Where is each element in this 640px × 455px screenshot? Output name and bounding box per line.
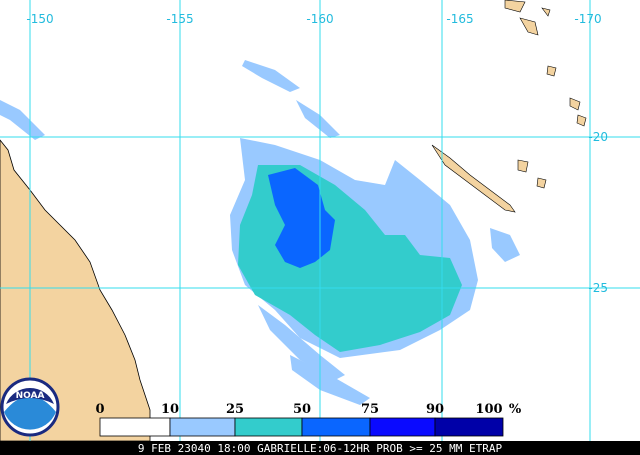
legend-unit: % (509, 402, 522, 417)
noaa-logo: NOAA (0, 377, 60, 437)
legend-label: 90 (426, 402, 444, 417)
legend-label: 100 (475, 402, 502, 417)
legend-label: 50 (293, 402, 311, 417)
legend-label: 25 (226, 402, 244, 417)
legend-swatch (99, 417, 171, 437)
lat-label: -20 (588, 130, 608, 144)
graticule (0, 0, 640, 441)
legend-swatch (301, 417, 371, 437)
lon-label: -160 (306, 12, 333, 26)
lon-label: -150 (26, 12, 53, 26)
caption-bar (0, 441, 640, 455)
lon-label: -165 (446, 12, 473, 26)
legend-swatch (434, 417, 504, 437)
island (431, 144, 516, 213)
legend-swatch (169, 417, 236, 437)
logo-text: NOAA (16, 391, 45, 401)
lat-label: -25 (588, 281, 608, 295)
legend-label: 0 (95, 402, 104, 417)
island (504, 0, 587, 189)
legend-label: 10 (161, 402, 179, 417)
legend-swatch (369, 417, 436, 437)
lon-label: -170 (574, 12, 601, 26)
caption: 9 FEB 23040 18:00 GABRIELLE:06-12HR PROB… (138, 442, 503, 455)
legend: 0 10 25 50 75 90 100% (95, 402, 522, 437)
lon-label: -155 (166, 12, 193, 26)
probability-field (0, 60, 520, 405)
legend-swatch (234, 417, 303, 437)
legend-label: 75 (361, 402, 379, 417)
